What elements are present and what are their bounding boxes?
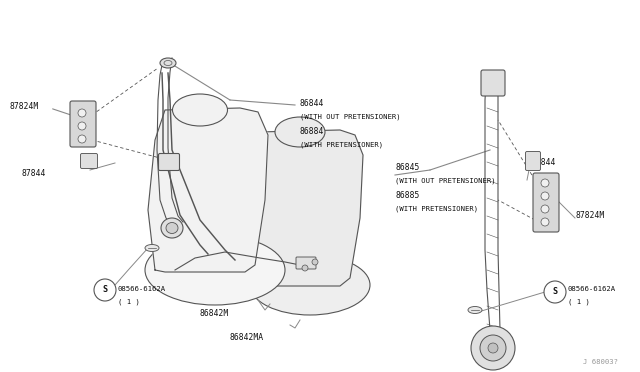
Text: 87844: 87844 — [22, 169, 46, 177]
Circle shape — [78, 109, 86, 117]
Text: (WITH PRETENSIONER): (WITH PRETENSIONER) — [300, 142, 383, 148]
Ellipse shape — [145, 235, 285, 305]
Circle shape — [541, 179, 549, 187]
FancyBboxPatch shape — [81, 154, 97, 169]
FancyBboxPatch shape — [525, 151, 541, 170]
Text: 86845: 86845 — [395, 163, 419, 171]
Circle shape — [544, 281, 566, 303]
Ellipse shape — [145, 244, 159, 251]
FancyBboxPatch shape — [481, 70, 505, 96]
Circle shape — [471, 326, 515, 370]
Text: 08566-6162A: 08566-6162A — [568, 286, 616, 292]
FancyBboxPatch shape — [533, 173, 559, 232]
Circle shape — [480, 335, 506, 361]
Circle shape — [78, 135, 86, 143]
Ellipse shape — [166, 222, 178, 234]
Text: ( 1 ): ( 1 ) — [118, 299, 140, 305]
Text: (WITH OUT PRETENSIONER): (WITH OUT PRETENSIONER) — [300, 114, 401, 120]
Circle shape — [302, 265, 308, 271]
Polygon shape — [148, 108, 268, 272]
Circle shape — [541, 192, 549, 200]
FancyBboxPatch shape — [296, 257, 316, 269]
Text: 87824M: 87824M — [575, 211, 604, 219]
Ellipse shape — [161, 218, 183, 238]
FancyBboxPatch shape — [159, 154, 179, 170]
Circle shape — [541, 205, 549, 213]
Ellipse shape — [275, 117, 325, 147]
Text: 86842M: 86842M — [200, 310, 229, 318]
Ellipse shape — [250, 255, 370, 315]
Circle shape — [312, 259, 318, 265]
FancyBboxPatch shape — [70, 101, 96, 147]
Text: 86884: 86884 — [300, 126, 324, 135]
Circle shape — [78, 122, 86, 130]
Text: (WITH OUT PRETENSIONER): (WITH OUT PRETENSIONER) — [395, 178, 495, 184]
Circle shape — [94, 279, 116, 301]
Text: S: S — [552, 288, 557, 296]
Ellipse shape — [173, 94, 227, 126]
Text: J 68003?: J 68003? — [583, 359, 618, 365]
Text: 86844: 86844 — [300, 99, 324, 108]
Text: 87824M: 87824M — [10, 102, 39, 110]
Circle shape — [488, 343, 498, 353]
Ellipse shape — [468, 307, 482, 314]
Ellipse shape — [160, 58, 176, 68]
Circle shape — [541, 218, 549, 226]
Text: 87844: 87844 — [532, 157, 556, 167]
Text: S: S — [102, 285, 108, 295]
Text: 86885: 86885 — [395, 190, 419, 199]
Text: 08566-6162A: 08566-6162A — [118, 286, 166, 292]
Text: 86842MA: 86842MA — [230, 334, 264, 343]
Polygon shape — [244, 130, 363, 286]
Text: ( 1 ): ( 1 ) — [568, 299, 590, 305]
Text: (WITH PRETENSIONER): (WITH PRETENSIONER) — [395, 206, 478, 212]
